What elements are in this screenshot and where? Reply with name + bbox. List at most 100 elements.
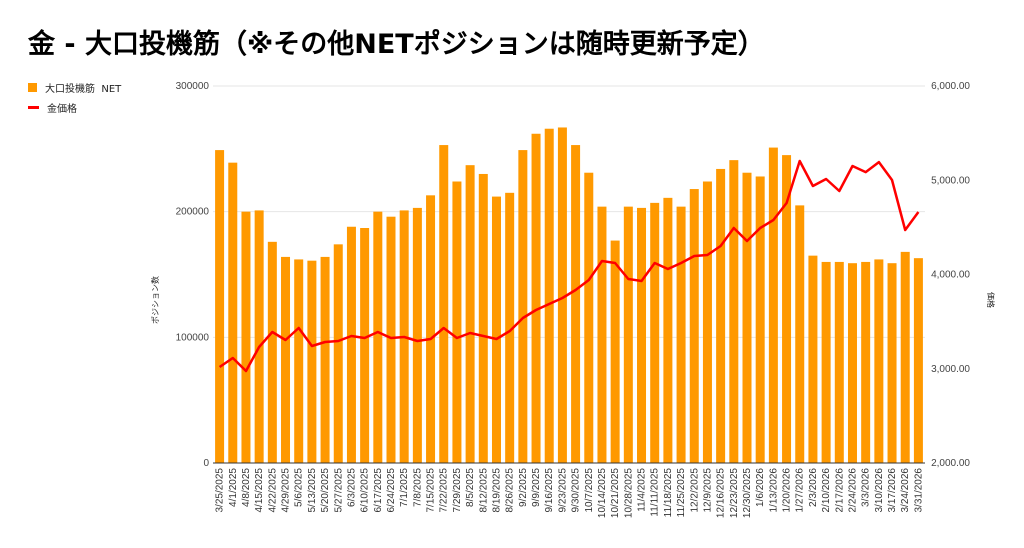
bar — [847, 263, 857, 463]
x-tick-label: 11/4/2025 — [637, 468, 648, 512]
bar — [426, 195, 436, 463]
bar — [742, 172, 752, 463]
x-tick-label: 9/9/2025 — [531, 468, 542, 507]
bar — [887, 263, 897, 463]
bar — [491, 196, 501, 463]
x-tick-label: 7/8/2025 — [412, 468, 423, 507]
legend-swatch-bar — [28, 83, 37, 92]
x-tick-label: 10/21/2025 — [610, 468, 621, 518]
x-tick-label: 12/30/2025 — [742, 468, 753, 518]
x-tick-label: 6/17/2025 — [373, 468, 384, 513]
bar — [412, 207, 422, 463]
bar — [544, 128, 554, 463]
bar — [782, 155, 792, 463]
x-tick-label: 4/8/2025 — [241, 468, 252, 507]
x-tick-label: 5/20/2025 — [320, 468, 331, 513]
y-tick-right: 3,000.00 — [931, 364, 970, 375]
bar — [531, 133, 541, 463]
legend-item-net[interactable]: 大口投機筋 NET — [28, 80, 121, 95]
bar — [373, 211, 383, 463]
bar — [465, 165, 475, 464]
bar — [768, 147, 778, 463]
bar — [808, 255, 818, 463]
legend-label-gold-price: 金価格 — [47, 104, 77, 115]
x-tick-label: 11/18/2025 — [663, 468, 674, 518]
bar — [729, 160, 739, 464]
x-tick-label: 2/24/2026 — [847, 468, 858, 513]
x-tick-label: 7/1/2025 — [399, 468, 410, 507]
x-tick-label: 3/24/2026 — [900, 468, 911, 513]
x-tick-label: 1/13/2026 — [768, 468, 779, 513]
bar — [439, 145, 449, 463]
bar — [610, 240, 620, 463]
bar — [795, 205, 805, 463]
x-tick-label: 3/3/2026 — [861, 468, 872, 507]
bar — [597, 206, 607, 463]
bar — [663, 197, 673, 464]
x-tick-label: 10/7/2025 — [584, 468, 595, 513]
bar — [821, 261, 831, 463]
bar — [676, 206, 686, 463]
x-tick-label: 2/17/2026 — [834, 468, 845, 513]
x-tick-label: 3/10/2026 — [874, 468, 885, 513]
x-tick-label: 11/25/2025 — [676, 468, 687, 518]
bar — [874, 259, 884, 463]
x-tick-label: 6/24/2025 — [386, 468, 397, 513]
bar — [861, 261, 871, 463]
legend-item-gold-price[interactable]: 金価格 — [28, 100, 77, 115]
x-tick-label: 4/29/2025 — [281, 468, 292, 513]
bar — [452, 181, 462, 464]
x-tick-label: 12/23/2025 — [729, 468, 740, 518]
x-tick-label: 2/3/2026 — [808, 468, 819, 507]
bar — [254, 210, 264, 463]
bar — [346, 226, 356, 463]
bar — [755, 176, 765, 464]
bar — [241, 211, 251, 463]
x-tick-label: 3/17/2026 — [887, 468, 898, 513]
bar — [584, 172, 594, 463]
x-tick-label: 5/27/2025 — [333, 468, 344, 513]
y-tick-right: 6,000.00 — [931, 81, 970, 92]
bar — [834, 261, 844, 463]
x-tick-label: 4/1/2025 — [228, 468, 239, 507]
bar — [650, 202, 660, 463]
bar — [913, 258, 923, 463]
bar — [307, 260, 317, 463]
x-tick-label: 5/13/2025 — [307, 468, 318, 513]
x-tick-label: 1/20/2026 — [782, 468, 793, 513]
x-tick-label: 8/5/2025 — [465, 468, 476, 507]
x-tick-label: 5/6/2025 — [294, 468, 305, 507]
y-axis-title-right: 価格 — [986, 292, 996, 308]
bar — [702, 181, 712, 464]
x-tick-label: 9/30/2025 — [571, 468, 582, 513]
x-tick-label: 7/15/2025 — [426, 468, 437, 513]
bar — [637, 207, 647, 463]
y-axis-title-left: ポジション数 — [150, 276, 160, 324]
bar — [571, 145, 581, 463]
x-tick-label: 8/19/2025 — [491, 468, 502, 513]
x-tick-label: 1/6/2026 — [755, 468, 766, 507]
bar — [228, 162, 238, 463]
x-tick-label: 9/16/2025 — [544, 468, 555, 513]
bar — [320, 256, 330, 463]
x-tick-label: 4/15/2025 — [254, 468, 265, 513]
bar — [900, 251, 910, 463]
x-tick-label: 11/11/2025 — [650, 468, 661, 517]
x-tick-label: 7/29/2025 — [452, 468, 463, 513]
y-tick-left: 0 — [203, 458, 209, 469]
bar — [267, 241, 277, 463]
bar — [623, 206, 633, 463]
x-tick-label: 12/16/2025 — [716, 468, 727, 518]
bar — [215, 150, 225, 463]
x-tick-label: 4/22/2025 — [267, 468, 278, 513]
bar — [478, 173, 488, 463]
bar — [518, 150, 528, 463]
bar — [281, 256, 291, 463]
x-tick-label: 8/12/2025 — [478, 468, 489, 513]
y-tick-right: 5,000.00 — [931, 175, 970, 186]
chart-title: 金 - 大口投機筋（※その他NETポジションは随時更新予定） — [28, 29, 765, 60]
x-tick-label: 9/2/2025 — [518, 468, 529, 507]
x-tick-label: 10/28/2025 — [623, 468, 634, 518]
y-tick-right: 4,000.00 — [931, 270, 970, 281]
y-tick-left: 300000 — [176, 81, 210, 92]
